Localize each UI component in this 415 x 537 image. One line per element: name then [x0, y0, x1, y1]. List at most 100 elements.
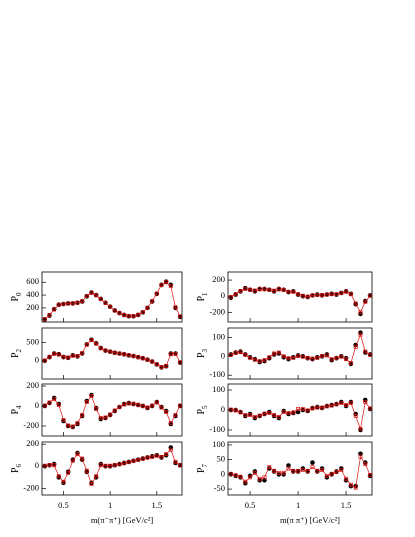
- model-point: [117, 405, 122, 409]
- model-line: [230, 333, 371, 364]
- model-point: [368, 352, 373, 357]
- model-point: [140, 403, 145, 408]
- model-point: [94, 474, 99, 479]
- model-point: [272, 288, 277, 293]
- model-point: [47, 463, 52, 467]
- model-point: [173, 305, 178, 310]
- model-point: [300, 407, 305, 411]
- model-point: [131, 401, 136, 406]
- model-point: [122, 461, 127, 466]
- model-point: [238, 350, 243, 355]
- model-point: [339, 401, 344, 405]
- model-point: [89, 394, 94, 398]
- model-point: [84, 294, 89, 298]
- model-point: [267, 465, 272, 469]
- model-point: [324, 292, 329, 297]
- y-axis-label-main: P: [10, 352, 21, 358]
- y-axis-label-main: P: [196, 296, 207, 302]
- model-line: [44, 395, 181, 427]
- model-point: [178, 403, 183, 408]
- model-point: [363, 349, 368, 354]
- model-point: [84, 468, 89, 473]
- model-point: [52, 351, 57, 356]
- model-point: [368, 473, 373, 477]
- model-point: [334, 402, 339, 407]
- model-point: [358, 427, 363, 431]
- model-point: [56, 352, 61, 357]
- data-point: [163, 408, 169, 414]
- model-point: [42, 463, 47, 468]
- data-point: [56, 401, 62, 407]
- model-line: [230, 288, 371, 314]
- y-tick-label: -100: [209, 424, 225, 434]
- model-point: [315, 293, 320, 297]
- model-point: [243, 286, 248, 291]
- model-point: [75, 452, 80, 457]
- model-point: [112, 463, 117, 467]
- model-point: [267, 287, 272, 292]
- y-axis-label-sub: 1: [201, 292, 209, 296]
- model-point: [122, 313, 127, 318]
- model-point: [145, 305, 150, 310]
- model-point: [339, 468, 344, 472]
- data-point: [168, 421, 174, 427]
- x-tick-label: 1.5: [151, 500, 162, 510]
- model-point: [131, 314, 136, 319]
- y-tick-label: 200: [26, 302, 39, 312]
- y-axis-label: P4: [10, 405, 22, 415]
- model-point: [159, 283, 164, 288]
- y-tick-label: 0: [35, 355, 39, 365]
- model-point: [315, 405, 320, 410]
- model-point: [233, 408, 238, 413]
- data-point: [281, 354, 286, 360]
- model-point: [108, 463, 113, 468]
- model-point: [56, 474, 61, 479]
- model-point: [324, 404, 329, 409]
- model-point: [348, 482, 353, 487]
- y-axis-label-main: P: [10, 467, 21, 473]
- y-tick-label: 0: [221, 468, 225, 478]
- x-axis-label: m(π π⁺) [GeV/c²]: [280, 515, 340, 525]
- model-point: [243, 479, 248, 484]
- model-line: [44, 281, 181, 320]
- model-point: [334, 355, 339, 360]
- model-point: [42, 403, 47, 408]
- x-tick-label: 0.5: [58, 500, 69, 510]
- data-point: [310, 460, 315, 465]
- data-point: [173, 460, 178, 466]
- model-point: [66, 355, 71, 360]
- model-point: [243, 352, 248, 357]
- y-axis-label-main: P: [196, 467, 207, 473]
- y-axis-label: P1: [196, 292, 208, 302]
- model-point: [61, 479, 66, 484]
- y-tick-label: 500: [26, 337, 39, 347]
- model-point: [52, 463, 57, 468]
- data-point: [343, 355, 349, 361]
- model-point: [61, 354, 66, 359]
- model-point: [42, 317, 47, 322]
- model-point: [257, 359, 262, 364]
- model-line: [230, 455, 371, 489]
- data-point: [61, 418, 66, 424]
- model-point: [150, 403, 155, 408]
- model-point: [112, 350, 117, 355]
- model-point: [238, 289, 243, 293]
- model-point: [61, 418, 66, 422]
- model-point: [112, 408, 117, 413]
- y-tick-label: -200: [23, 482, 39, 492]
- model-point: [276, 287, 281, 292]
- plot-frame: [227, 327, 373, 380]
- y-tick-label: 0: [35, 460, 39, 470]
- model-point: [353, 344, 358, 349]
- model-point: [296, 292, 301, 297]
- model-point: [56, 303, 61, 307]
- y-axis-label-sub: 6: [15, 463, 23, 467]
- data-point: [163, 452, 169, 458]
- y-axis-label-main: P: [10, 409, 21, 415]
- model-point: [98, 346, 103, 351]
- model-point: [353, 414, 358, 418]
- model-point: [310, 356, 315, 361]
- model-point: [61, 301, 66, 306]
- y-axis-label: P3: [196, 348, 208, 358]
- y-axis-label-sub: 5: [201, 405, 209, 409]
